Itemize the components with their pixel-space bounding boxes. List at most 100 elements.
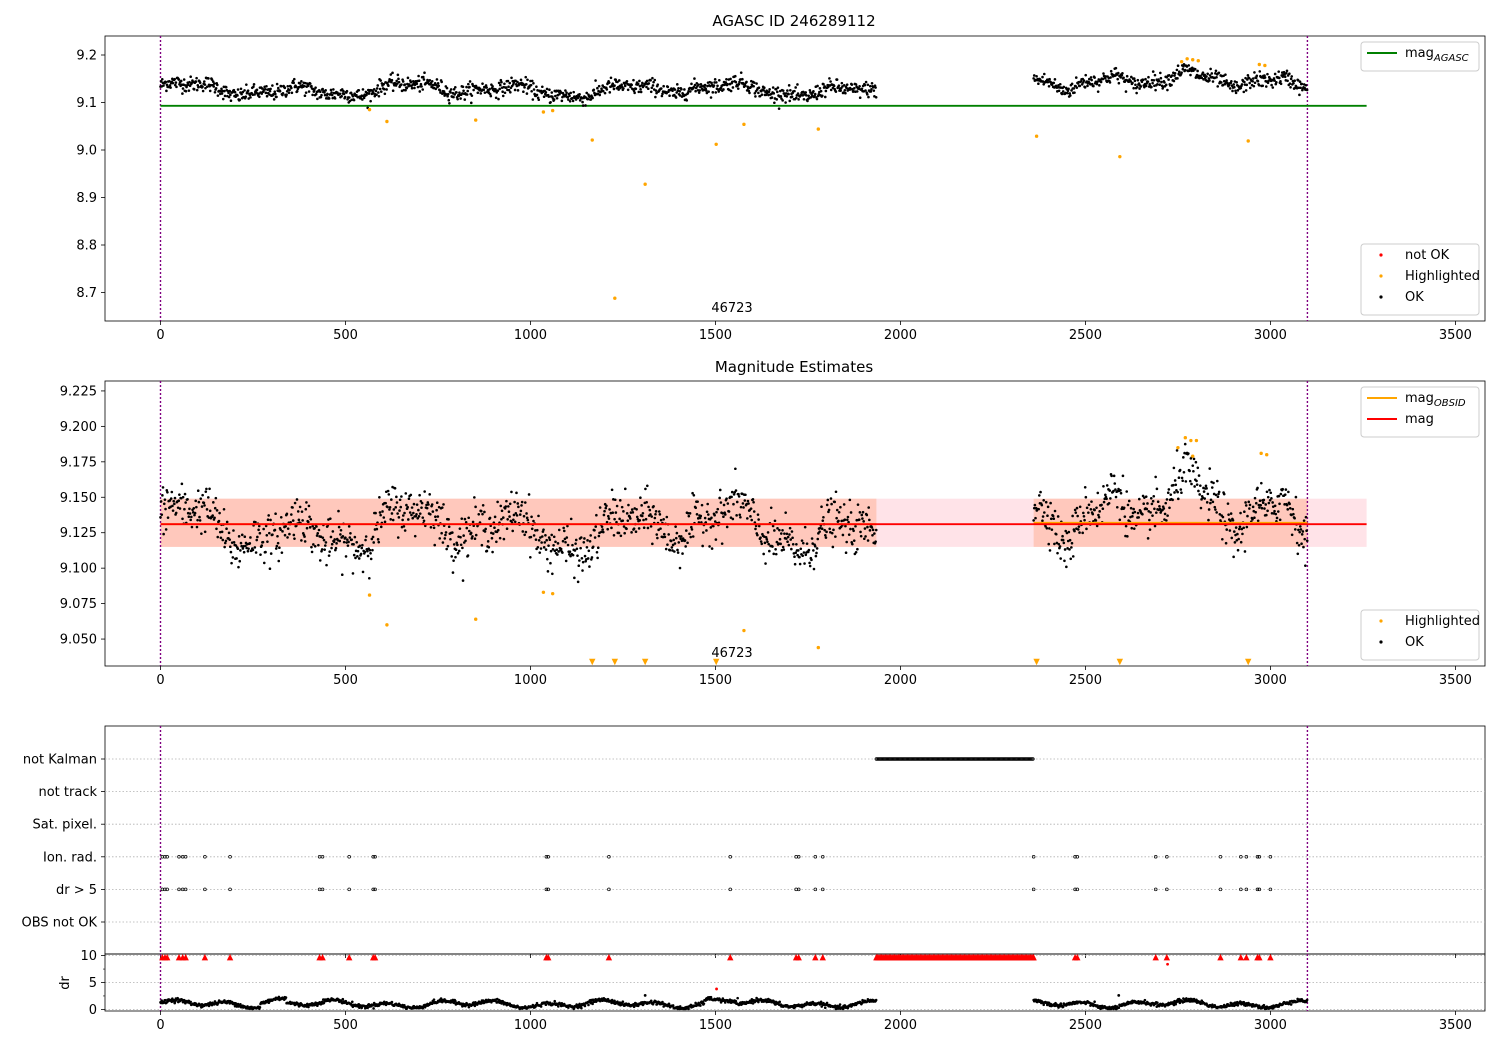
ok-point <box>507 85 510 88</box>
ok-point <box>285 89 289 93</box>
ok-point <box>432 526 436 530</box>
ok-point <box>254 551 258 554</box>
ok-point <box>463 517 467 521</box>
ok-point <box>1256 486 1259 490</box>
legend-frame <box>1360 386 1480 438</box>
ok-point <box>418 493 421 497</box>
ok-point <box>774 87 778 91</box>
ok-point <box>847 533 851 536</box>
ok-point <box>1135 85 1139 89</box>
flag-marker <box>907 757 912 761</box>
ok-point <box>787 84 791 87</box>
ok-point <box>719 501 723 504</box>
ok-point <box>1132 86 1135 90</box>
ok-point <box>1243 80 1246 84</box>
ok-point <box>1049 517 1053 521</box>
ok-point <box>339 528 343 532</box>
ok-point <box>1154 475 1157 479</box>
ok-point <box>300 539 303 542</box>
ok-point <box>656 83 660 86</box>
ok-point <box>200 532 203 535</box>
ok-point <box>1165 519 1168 522</box>
ok-point <box>273 90 277 94</box>
ok-point <box>232 540 236 544</box>
ok-point <box>223 545 226 549</box>
ok-point <box>632 78 635 82</box>
ok-point <box>483 91 487 94</box>
ok-point <box>1217 71 1221 75</box>
flag-marker <box>893 757 898 761</box>
ok-point <box>789 538 793 541</box>
ok-point <box>604 506 608 510</box>
ok-point <box>316 97 319 101</box>
ok-point <box>660 94 664 98</box>
ok-point <box>1214 493 1218 497</box>
ok-point <box>1231 518 1235 522</box>
ok-point <box>822 82 825 86</box>
ok-point <box>788 533 791 536</box>
ok-point <box>613 517 616 521</box>
ok-point <box>762 88 766 92</box>
flag-marker <box>1004 757 1009 761</box>
ok-point <box>1277 70 1281 73</box>
flag-marker <box>954 757 959 761</box>
ok-point <box>1041 519 1044 523</box>
ok-point <box>788 99 792 103</box>
flag-marker <box>320 887 325 892</box>
flag-marker <box>203 887 207 892</box>
ok-point <box>268 567 272 571</box>
ok-point <box>422 75 425 79</box>
ok-point <box>189 75 192 78</box>
ok-point <box>285 512 289 516</box>
ok-point <box>1240 527 1244 531</box>
ok-point <box>330 546 333 550</box>
ok-point <box>603 509 606 513</box>
ok-point <box>566 95 570 99</box>
ok-point <box>1091 512 1095 516</box>
ok-point <box>1149 496 1153 500</box>
ok-point <box>784 101 787 104</box>
ok-point <box>281 91 285 95</box>
ok-point <box>441 541 445 544</box>
ok-point <box>1246 73 1250 77</box>
ok-point <box>525 516 529 520</box>
ok-point <box>566 524 569 528</box>
ok-point <box>637 527 641 530</box>
ok-point <box>1046 514 1049 518</box>
flag-marker <box>1024 757 1028 761</box>
ok-point <box>710 516 713 520</box>
ok-point <box>1292 512 1295 516</box>
ok-point <box>200 505 204 508</box>
ok-point <box>775 540 779 544</box>
ok-point <box>1278 502 1281 506</box>
ok-point <box>584 104 587 107</box>
ok-point <box>474 533 478 537</box>
ok-point <box>779 94 783 98</box>
ok-point <box>1239 540 1243 544</box>
ok-point <box>281 530 284 533</box>
ok-point <box>1098 84 1101 87</box>
ok-point <box>506 517 509 521</box>
ok-point <box>1096 80 1099 83</box>
ok-point <box>228 538 231 541</box>
ok-point <box>253 546 257 549</box>
ok-point <box>165 89 168 93</box>
ok-point <box>398 498 402 502</box>
ok-point <box>802 97 806 101</box>
ok-point <box>1253 516 1256 520</box>
ok-point <box>683 88 686 91</box>
ok-point <box>1275 81 1278 84</box>
ok-point <box>435 508 438 512</box>
ok-point <box>1073 529 1076 533</box>
ok-point <box>1155 487 1159 491</box>
ok-point <box>741 502 745 505</box>
flag-marker <box>1022 757 1026 761</box>
ok-point <box>824 89 828 93</box>
ok-point <box>224 85 228 89</box>
ok-point <box>795 542 798 546</box>
ok-point <box>540 535 544 538</box>
ok-point <box>498 521 501 524</box>
ok-point <box>1218 512 1222 516</box>
ok-point <box>574 98 578 101</box>
ok-point <box>652 80 655 84</box>
